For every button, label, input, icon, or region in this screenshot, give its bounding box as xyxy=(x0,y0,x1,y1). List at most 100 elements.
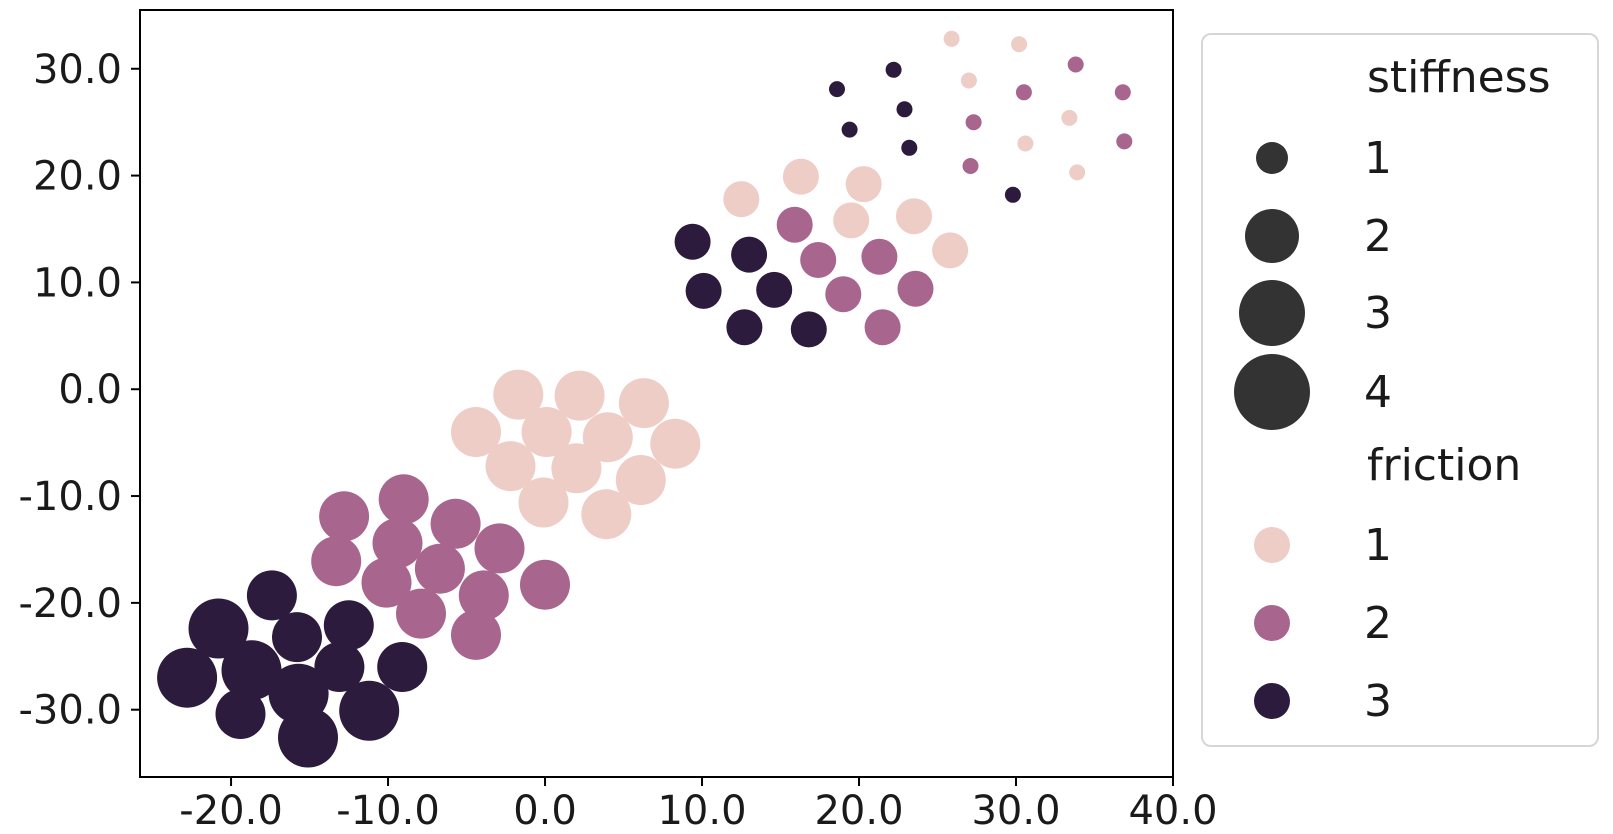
legend-size-label: 2 xyxy=(1364,211,1392,262)
x-tick-label: 30.0 xyxy=(971,788,1060,834)
y-axis: 30.0 20.0 10.0 0.0 -10.0 -20.0 -30.0 xyxy=(19,47,140,734)
data-point xyxy=(962,158,979,174)
data-point xyxy=(221,640,282,701)
data-point xyxy=(157,647,218,708)
data-point xyxy=(458,570,509,621)
legend-box xyxy=(1201,33,1599,747)
data-point xyxy=(520,559,570,610)
data-point xyxy=(800,242,837,278)
legend-color-marker xyxy=(1254,683,1290,719)
data-point xyxy=(896,198,932,235)
data-point xyxy=(615,455,666,505)
y-tick-label: 0.0 xyxy=(58,367,122,413)
legend-size-marker xyxy=(1239,280,1305,346)
legend-size-label: 4 xyxy=(1364,367,1392,418)
data-point xyxy=(776,206,813,243)
data-point xyxy=(378,474,429,525)
legend-title-friction: friction xyxy=(1367,440,1521,491)
data-point xyxy=(685,272,722,309)
data-point xyxy=(829,81,845,98)
legend-color-marker xyxy=(1254,527,1290,563)
x-tick-label: 40.0 xyxy=(1128,788,1217,834)
data-point xyxy=(396,588,446,639)
y-tick-label: 10.0 xyxy=(33,260,122,306)
data-point xyxy=(518,477,569,528)
data-point xyxy=(1015,84,1032,101)
data-point xyxy=(314,642,365,692)
legend-size-label: 1 xyxy=(1364,133,1392,184)
data-point xyxy=(726,309,763,346)
y-tick-label: 20.0 xyxy=(33,154,122,200)
data-point xyxy=(246,570,297,621)
data-point xyxy=(551,443,602,494)
data-point xyxy=(943,30,960,47)
data-point xyxy=(311,536,362,587)
data-point xyxy=(896,101,913,118)
data-point xyxy=(414,543,465,594)
data-point xyxy=(825,276,862,313)
data-point xyxy=(451,609,501,660)
legend: stiffness 1 2 3 4 friction 1 2 3 xyxy=(1201,33,1599,747)
data-point xyxy=(932,232,969,269)
data-point xyxy=(323,600,374,651)
data-point xyxy=(1114,84,1131,101)
color-legend: 1 2 3 xyxy=(1254,520,1392,727)
data-point xyxy=(215,689,266,739)
data-point xyxy=(674,223,711,260)
data-point xyxy=(833,202,870,239)
data-point xyxy=(618,378,669,429)
legend-size-marker xyxy=(1245,209,1299,263)
y-tick-label: 30.0 xyxy=(33,47,122,93)
data-point xyxy=(272,612,322,663)
data-point xyxy=(901,139,918,156)
data-point xyxy=(885,61,902,78)
y-tick-label: -10.0 xyxy=(19,474,123,520)
data-point xyxy=(897,270,934,307)
data-point xyxy=(372,518,423,569)
data-point xyxy=(845,166,882,203)
legend-color-label: 2 xyxy=(1364,598,1392,649)
data-point xyxy=(554,370,605,421)
data-point xyxy=(451,407,501,457)
plot-area-frame xyxy=(139,9,1174,778)
data-point xyxy=(861,238,898,275)
data-point xyxy=(841,121,858,138)
data-point xyxy=(1017,135,1034,152)
data-point xyxy=(1067,56,1084,73)
x-tick-label: -20.0 xyxy=(179,788,283,834)
data-point xyxy=(1069,164,1086,181)
legend-color-marker xyxy=(1254,605,1290,641)
data-point xyxy=(361,557,412,608)
legend-title-stiffness: stiffness xyxy=(1367,52,1551,103)
y-tick-label: -20.0 xyxy=(19,581,123,627)
size-legend: 1 2 3 4 xyxy=(1234,133,1392,430)
data-point xyxy=(756,271,793,308)
data-point xyxy=(1011,36,1028,53)
data-point xyxy=(1004,186,1021,203)
data-point xyxy=(377,642,428,692)
data-point xyxy=(188,598,249,659)
data-point xyxy=(723,181,760,218)
data-point xyxy=(474,523,525,574)
legend-size-label: 3 xyxy=(1364,288,1392,339)
data-point xyxy=(339,680,400,741)
x-tick-label: 10.0 xyxy=(657,788,746,834)
data-point xyxy=(650,418,701,469)
data-point xyxy=(782,158,819,195)
x-axis: -20.0 -10.0 0.0 10.0 20.0 30.0 40.0 xyxy=(179,777,1218,834)
data-point xyxy=(582,412,633,463)
data-point xyxy=(430,498,481,549)
data-point xyxy=(731,236,768,273)
data-point xyxy=(1061,109,1078,126)
legend-color-label: 3 xyxy=(1364,676,1392,727)
legend-size-marker xyxy=(1234,354,1310,430)
legend-size-marker xyxy=(1256,142,1288,174)
data-point xyxy=(1116,133,1133,150)
x-tick-label: 0.0 xyxy=(513,788,577,834)
data-point xyxy=(521,407,572,457)
data-point xyxy=(581,489,632,540)
data-point xyxy=(319,491,370,542)
data-point xyxy=(278,707,338,768)
y-tick-label: -30.0 xyxy=(19,688,123,734)
